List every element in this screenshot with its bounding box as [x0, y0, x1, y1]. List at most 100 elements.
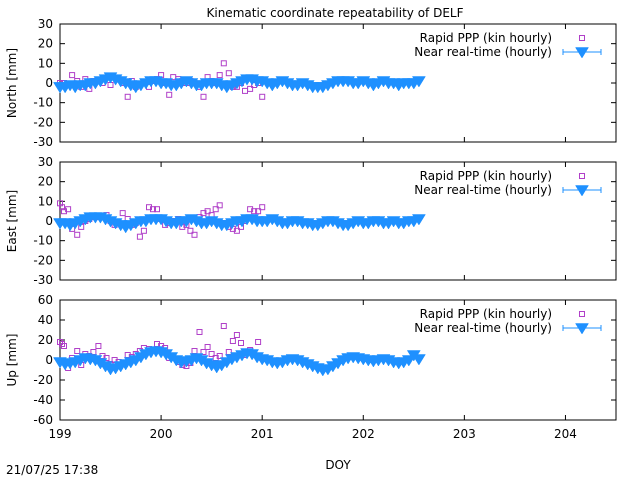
nrt-point: [411, 214, 426, 226]
rapid-point: [187, 227, 194, 234]
rapid-point: [220, 323, 227, 329]
rapid-point: [238, 340, 244, 346]
legend: Rapid PPP (kin hourly)Near real-time (ho…: [414, 307, 602, 335]
rapid-point: [225, 70, 232, 77]
rapid-point: [103, 355, 110, 361]
rapid-point: [233, 332, 240, 338]
y-tick-label: 60: [38, 293, 53, 307]
rapid-point: [216, 72, 223, 79]
rapid-point: [166, 91, 173, 98]
rapid-point: [208, 351, 215, 357]
legend-nrt-marker: [575, 47, 589, 59]
rapid-point: [212, 206, 219, 213]
rapid-point: [204, 344, 211, 350]
rapid-point: [196, 329, 203, 335]
rapid-point: [191, 348, 198, 354]
y-tick-label: -10: [33, 234, 53, 248]
rapid-point: [229, 338, 236, 344]
rapid-point: [204, 208, 211, 215]
x-tick-label: 199: [49, 427, 72, 441]
x-tick-label: 200: [150, 427, 173, 441]
x-tick-label: 203: [453, 427, 476, 441]
rapid-point: [65, 206, 72, 213]
rapid-point: [247, 85, 254, 92]
rapid-point: [259, 93, 266, 100]
legend-nrt-label: Near real-time (hourly): [414, 183, 552, 197]
y-tick-label: 20: [38, 333, 53, 347]
y-tick-label: 0: [45, 353, 53, 367]
rapid-point: [61, 343, 67, 349]
legend: Rapid PPP (kin hourly)Near real-time (ho…: [414, 31, 602, 59]
x-tick-label: 204: [554, 427, 577, 441]
y-tick-label: -30: [33, 135, 53, 149]
y-axis-label: North [mm]: [5, 48, 19, 118]
legend: Rapid PPP (kin hourly)Near real-time (ho…: [414, 169, 602, 197]
rapid-point: [242, 87, 248, 94]
legend-rapid-label: Rapid PPP (kin hourly): [420, 31, 552, 45]
rapid-point: [220, 60, 227, 67]
rapid-point: [124, 93, 131, 100]
y-tick-label: -20: [33, 373, 53, 387]
y-tick-label: -20: [33, 253, 53, 267]
rapid-point: [154, 206, 160, 213]
y-tick-label: -60: [33, 413, 53, 427]
rapid-point: [200, 93, 207, 100]
rapid-point: [191, 231, 198, 238]
legend-nrt-label: Near real-time (hourly): [414, 45, 552, 59]
y-tick-label: -20: [33, 115, 53, 129]
rapid-point: [95, 343, 102, 349]
rapid-point: [216, 202, 223, 209]
y-tick-label: 20: [38, 37, 53, 51]
nrt-point: [411, 354, 426, 366]
x-tick-label: 201: [251, 427, 274, 441]
panel-1: -30 -20 -10 0 10 20 30 North [mm] Rapid PPP (kin…: [5, 17, 617, 149]
legend-nrt-label: Near real-time (hourly): [414, 321, 552, 335]
y-tick-label: -10: [33, 96, 53, 110]
rapid-point: [140, 227, 147, 234]
y-tick-label: 20: [38, 175, 53, 189]
rapid-point: [251, 208, 258, 215]
y-tick-label: 10: [38, 194, 53, 208]
y-tick-label: 10: [38, 56, 53, 70]
series-near-real-time: [53, 346, 426, 377]
legend-rapid-marker: [579, 173, 585, 179]
rapid-point: [259, 204, 266, 211]
nrt-point: [411, 76, 426, 88]
rapid-point: [216, 353, 223, 359]
y-axis-label: East [mm]: [5, 190, 19, 252]
rapid-point: [150, 206, 156, 213]
x-axis-label: DOY: [325, 458, 351, 472]
y-tick-label: 30: [38, 17, 53, 31]
y-tick-label: 0: [45, 76, 53, 90]
legend-nrt-marker: [575, 185, 589, 197]
rapid-point: [255, 208, 262, 215]
y-tick-label: -40: [33, 393, 53, 407]
rapid-point: [255, 339, 262, 345]
y-tick-label: 0: [45, 214, 53, 228]
legend-rapid-marker: [579, 35, 585, 41]
legend-nrt-marker: [575, 323, 589, 335]
y-tick-label: 40: [38, 313, 53, 327]
rapid-point: [136, 233, 143, 240]
rapid-point: [74, 231, 81, 238]
legend-rapid-label: Rapid PPP (kin hourly): [420, 307, 552, 321]
rapid-point: [225, 349, 232, 355]
rapid-point: [119, 210, 126, 217]
rapid-point: [200, 210, 207, 217]
rapid-point: [74, 348, 81, 354]
series-near-real-time: [53, 72, 426, 94]
timestamp-label: 21/07/25 17:38: [6, 463, 98, 477]
rapid-point: [200, 349, 207, 355]
rapid-point: [233, 227, 240, 234]
y-tick-label: 30: [38, 155, 53, 169]
panel-3: -60 -40 -20 0 20 40 60 199 200 201 202 203 204 Up [mm…: [5, 293, 617, 441]
chart-title: Kinematic coordinate repeatability of DE…: [207, 6, 464, 20]
y-axis-label: Up [mm]: [5, 334, 19, 387]
series-near-real-time: [53, 212, 426, 234]
legend-rapid-marker: [579, 311, 585, 317]
rapid-point: [69, 72, 76, 79]
legend-rapid-label: Rapid PPP (kin hourly): [420, 169, 552, 183]
x-tick-label: 202: [352, 427, 375, 441]
